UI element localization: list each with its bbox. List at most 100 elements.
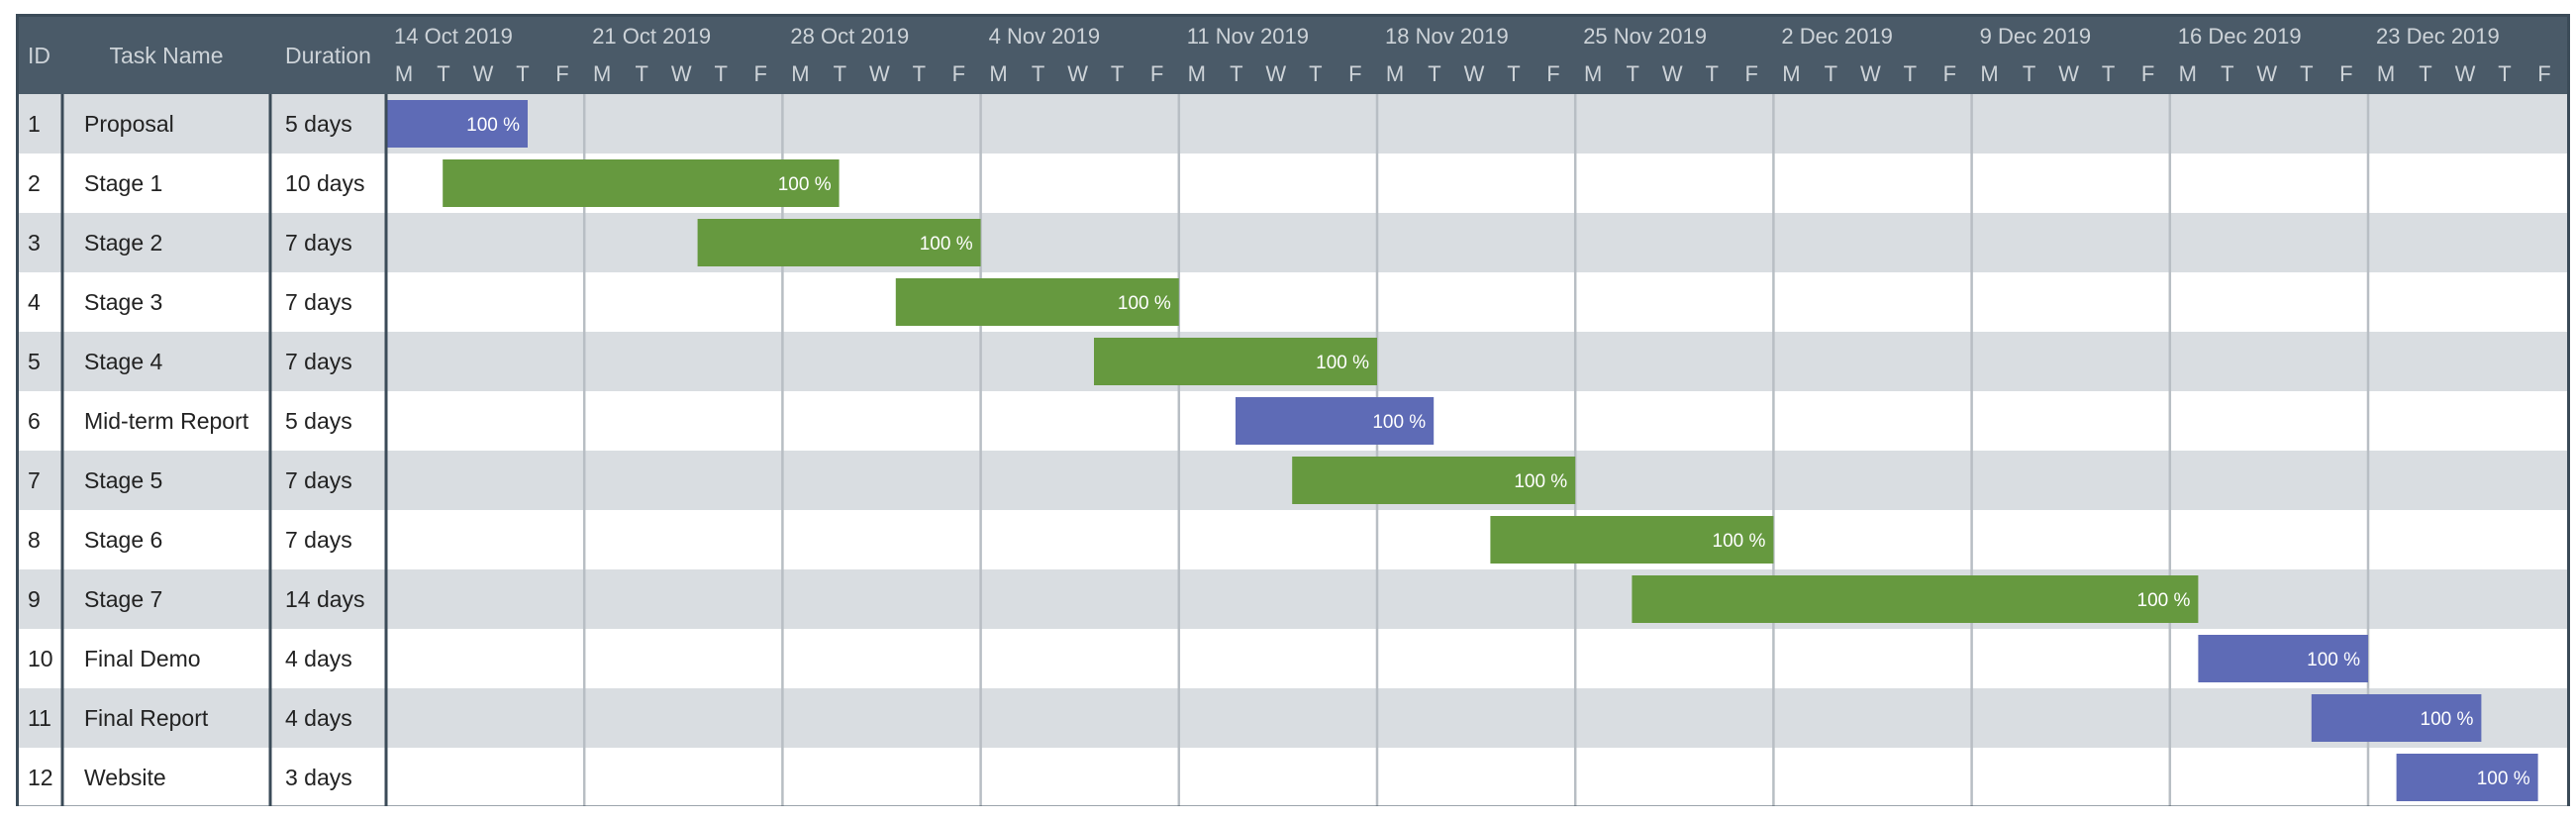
day-letter: M — [1980, 61, 1998, 86]
column-header-id: ID — [28, 43, 50, 68]
column-header-duration: Duration — [285, 43, 371, 68]
day-letter: M — [791, 61, 809, 86]
task-bar — [2198, 635, 2368, 682]
row-stripe — [16, 213, 2570, 272]
day-letter: F — [753, 61, 766, 86]
task-id: 3 — [28, 230, 41, 256]
task-duration: 14 days — [285, 586, 365, 612]
day-letter: F — [1943, 61, 1956, 86]
header-background — [16, 14, 2570, 94]
day-letter: M — [1584, 61, 1602, 86]
task-id: 4 — [28, 289, 41, 315]
task-name: Mid-term Report — [84, 408, 249, 434]
week-label: 14 Oct 2019 — [394, 24, 513, 49]
day-letter: M — [1188, 61, 1206, 86]
day-letter: T — [2498, 61, 2511, 86]
task-name: Proposal — [84, 111, 174, 137]
task-id: 1 — [28, 111, 41, 137]
task-id: 12 — [28, 765, 53, 790]
day-letter: T — [1428, 61, 1440, 86]
day-letter: M — [989, 61, 1007, 86]
day-letter: M — [2377, 61, 2395, 86]
row-stripe — [16, 272, 2570, 332]
day-letter: W — [2256, 61, 2277, 86]
week-label: 4 Nov 2019 — [989, 24, 1101, 49]
day-letter: T — [2300, 61, 2313, 86]
task-table: 1 Proposal 5 days 2 Stage 1 10 days 3 Stage 2 7 … — [28, 111, 365, 790]
column-header-name: Task Name — [109, 43, 223, 68]
task-bar — [2311, 694, 2482, 742]
day-letter: T — [437, 61, 449, 86]
task-bar-label: 100 % — [1316, 353, 1369, 373]
row-stripes — [16, 94, 2570, 806]
day-letter: T — [1705, 61, 1718, 86]
day-letter: F — [555, 61, 568, 86]
task-id: 9 — [28, 586, 41, 612]
day-letter: F — [1546, 61, 1559, 86]
day-letter: T — [2221, 61, 2233, 86]
task-bar-label: 100 % — [1514, 471, 1567, 492]
task-duration: 7 days — [285, 289, 352, 315]
task-name: Stage 7 — [84, 586, 162, 612]
task-bar — [2396, 754, 2538, 801]
day-letter: W — [1265, 61, 1286, 86]
day-letter: W — [869, 61, 890, 86]
task-bar — [895, 278, 1179, 326]
task-bar — [1292, 457, 1576, 504]
day-letter: T — [2419, 61, 2431, 86]
week-label: 23 Dec 2019 — [2376, 24, 2500, 49]
task-bar — [443, 159, 840, 207]
day-letter: T — [2023, 61, 2035, 86]
task-duration: 5 days — [285, 408, 352, 434]
day-letter: M — [2179, 61, 2197, 86]
task-name: Stage 3 — [84, 289, 162, 315]
task-duration: 10 days — [285, 170, 365, 196]
task-name: Stage 6 — [84, 527, 162, 553]
week-label: 9 Dec 2019 — [1980, 24, 2092, 49]
task-name: Stage 2 — [84, 230, 162, 256]
day-letter: T — [1626, 61, 1638, 86]
task-name: Stage 1 — [84, 170, 162, 196]
day-letter: M — [1782, 61, 1800, 86]
day-letter: M — [593, 61, 611, 86]
row-stripe — [16, 688, 2570, 748]
task-bar-label: 100 % — [778, 174, 832, 195]
week-label: 2 Dec 2019 — [1781, 24, 1893, 49]
week-label: 18 Nov 2019 — [1385, 24, 1509, 49]
task-id: 6 — [28, 408, 41, 434]
task-bar-label: 100 % — [2307, 650, 2360, 670]
day-letter: T — [1032, 61, 1044, 86]
day-letter: M — [395, 61, 413, 86]
task-id: 7 — [28, 467, 41, 493]
day-letter: T — [1111, 61, 1124, 86]
task-bar-label: 100 % — [1118, 293, 1171, 314]
week-label: 11 Nov 2019 — [1187, 24, 1309, 49]
day-letter: W — [1067, 61, 1088, 86]
day-letter: T — [714, 61, 727, 86]
row-stripe — [16, 748, 2570, 806]
day-letter: F — [2339, 61, 2352, 86]
day-letter: M — [1386, 61, 1404, 86]
day-letter: W — [1464, 61, 1485, 86]
task-bar — [1236, 397, 1435, 445]
day-letter: T — [834, 61, 846, 86]
task-duration: 7 days — [285, 467, 352, 493]
task-bar-label: 100 % — [1713, 531, 1766, 552]
task-bar — [1490, 516, 1774, 564]
task-id: 5 — [28, 349, 41, 374]
task-bar — [1094, 338, 1377, 385]
row-stripe — [16, 629, 2570, 688]
task-duration: 5 days — [285, 111, 352, 137]
task-id: 8 — [28, 527, 41, 553]
task-bar-label: 100 % — [466, 115, 520, 136]
week-label: 28 Oct 2019 — [790, 24, 909, 49]
day-letter: T — [635, 61, 647, 86]
task-bars: 100 % 100 % 100 % 100 % 100 % 100 % 100 % 100 %… — [387, 100, 2538, 801]
task-name: Final Report — [84, 705, 209, 731]
task-id: 10 — [28, 646, 53, 671]
task-duration: 4 days — [285, 705, 352, 731]
task-id: 2 — [28, 170, 41, 196]
day-letter: W — [1662, 61, 1683, 86]
